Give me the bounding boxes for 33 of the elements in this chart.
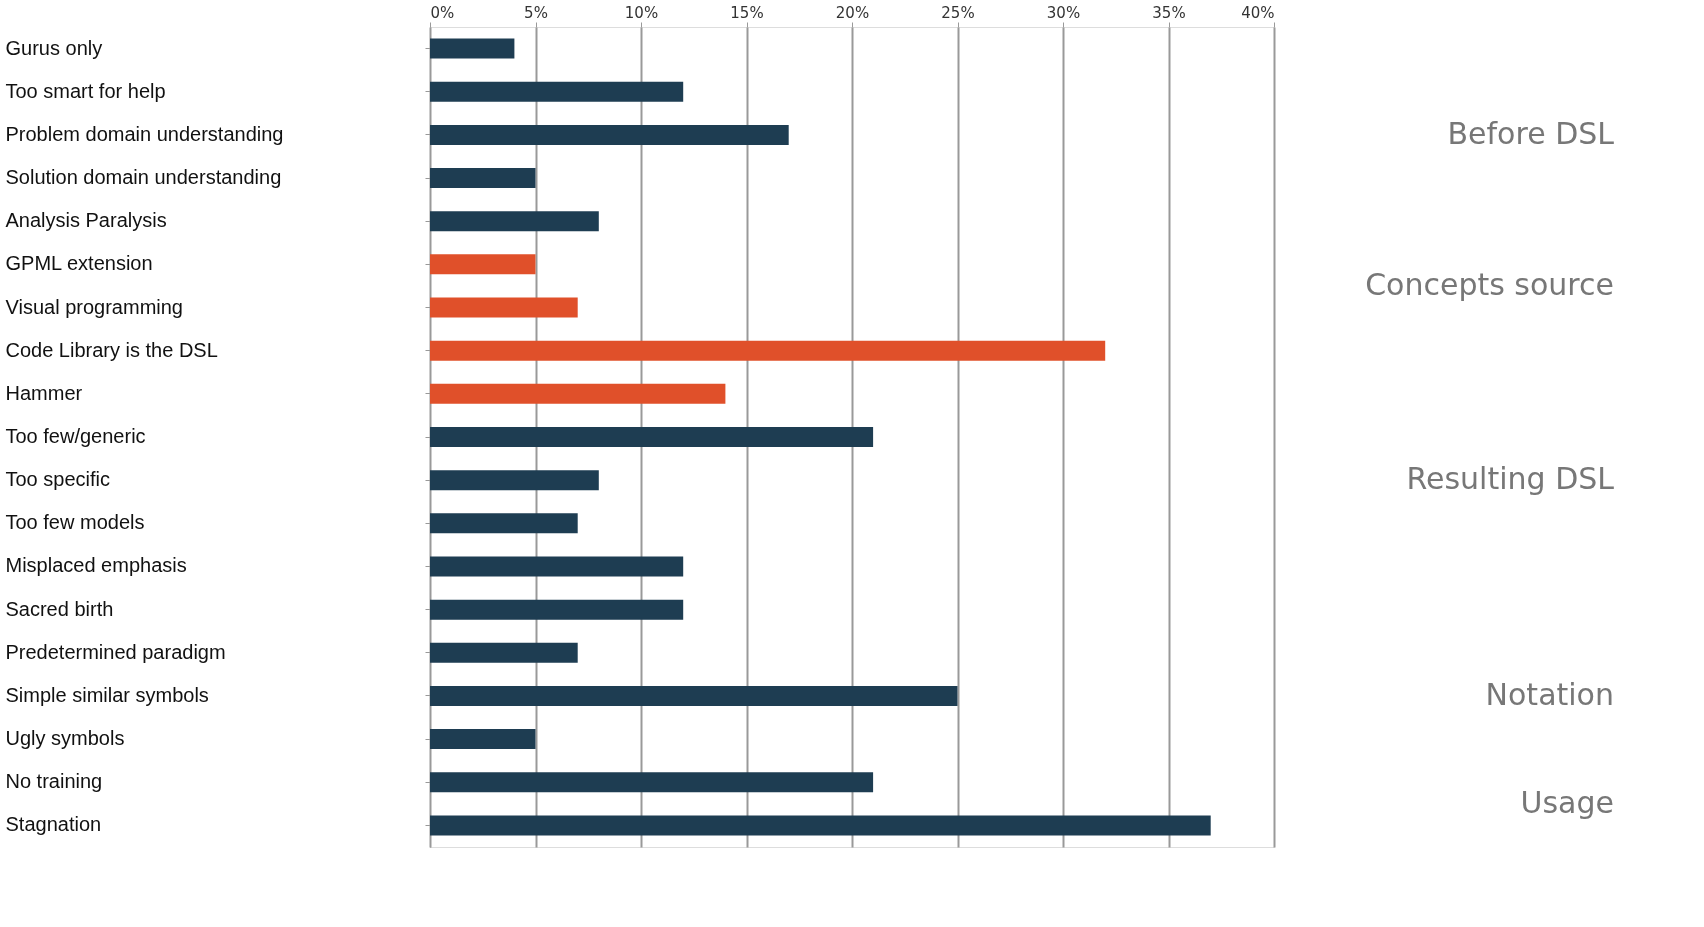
text: Concepts source xyxy=(1365,266,1614,302)
y-tick-label: Predetermined paradigm xyxy=(5,640,226,663)
y-tick-label: Too smart for help xyxy=(5,79,166,102)
text: Usage xyxy=(1520,784,1614,820)
y-tick-label: GPML extension xyxy=(5,252,153,275)
y-tick-label: No training xyxy=(5,770,103,793)
y-tick-label: Analysis Paralysis xyxy=(5,209,167,232)
text: Resulting DSL xyxy=(1406,461,1615,497)
y-tick-label: Misplaced emphasis xyxy=(5,554,187,577)
y-tick-label: Code Library is the DSL xyxy=(5,338,218,361)
x-tick-label: 30% xyxy=(1046,3,1081,22)
text: Before DSL xyxy=(1447,115,1615,151)
x-tick-label: 0% xyxy=(430,3,455,22)
y-tick-label: Too few/generic xyxy=(5,425,146,447)
y-tick-label: Ugly symbols xyxy=(5,727,125,750)
x-tick-label: 20% xyxy=(835,3,870,22)
y-tick-label: Sacred birth xyxy=(5,597,114,620)
y-tick-label: Too specific xyxy=(5,468,110,491)
text: Notation xyxy=(1485,676,1614,712)
y-tick-label: Problem domain understanding xyxy=(5,122,284,145)
x-tick-label: 25% xyxy=(941,3,975,22)
y-tick-label: Visual programming xyxy=(5,295,183,318)
x-tick-label: 15% xyxy=(730,3,764,22)
y-tick-label: Simple similar symbols xyxy=(5,683,209,706)
x-tick-label: 5% xyxy=(524,3,548,22)
x-tick-label: 10% xyxy=(624,3,659,22)
x-tick-label: 40% xyxy=(1241,3,1275,22)
y-tick-label: Solution domain understanding xyxy=(5,166,282,189)
y-tick-label: Stagnation xyxy=(5,813,102,836)
x-tick-label: 35% xyxy=(1152,3,1186,22)
y-tick-label: Hammer xyxy=(5,381,83,404)
y-tick-label: Gurus only xyxy=(5,36,103,59)
y-tick-label: Too few models xyxy=(5,511,145,534)
